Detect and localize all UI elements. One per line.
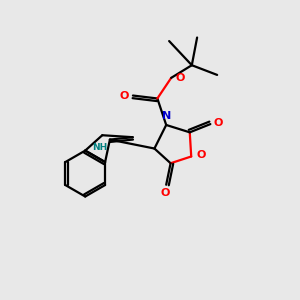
Text: O: O (175, 73, 185, 83)
Text: O: O (160, 188, 169, 198)
Text: O: O (213, 118, 223, 128)
Text: N: N (162, 111, 171, 122)
Text: O: O (119, 91, 129, 100)
Text: NH: NH (92, 143, 108, 152)
Text: O: O (196, 150, 206, 160)
